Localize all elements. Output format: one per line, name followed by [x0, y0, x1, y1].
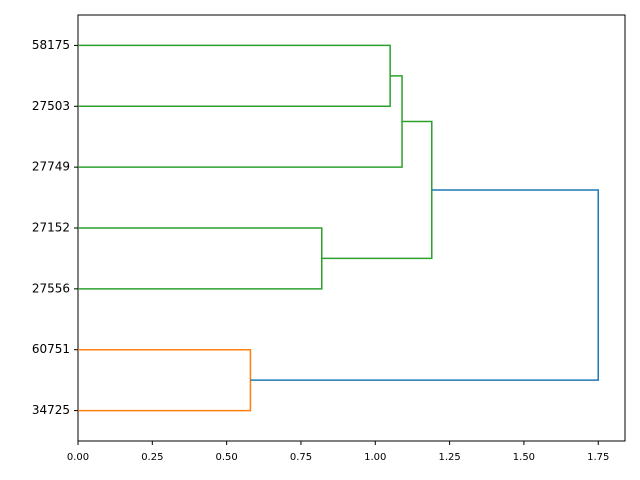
leaf-label: 58175: [32, 38, 70, 52]
x-tick-label: 1.50: [513, 452, 535, 463]
leaf-label: 60751: [32, 342, 70, 356]
x-tick-label: 1.75: [587, 452, 609, 463]
leaf-label: 27152: [32, 221, 70, 235]
link: [78, 75, 403, 168]
leaf-label: 27556: [32, 281, 70, 295]
x-tick-label: 0.50: [216, 452, 238, 463]
link: [321, 120, 433, 260]
x-tick-label: 0.00: [67, 452, 89, 463]
leaf-label: 27503: [32, 99, 70, 113]
link: [78, 227, 323, 290]
link: [78, 348, 252, 412]
link: [250, 189, 599, 381]
x-tick-label: 0.25: [141, 452, 163, 463]
x-tick-label: 0.75: [290, 452, 312, 463]
leaf-label: 34725: [32, 403, 70, 417]
leaf-label: 27749: [32, 160, 70, 174]
link: [78, 44, 391, 108]
x-tick-label: 1.00: [364, 452, 386, 463]
x-tick-label: 1.25: [438, 452, 460, 463]
